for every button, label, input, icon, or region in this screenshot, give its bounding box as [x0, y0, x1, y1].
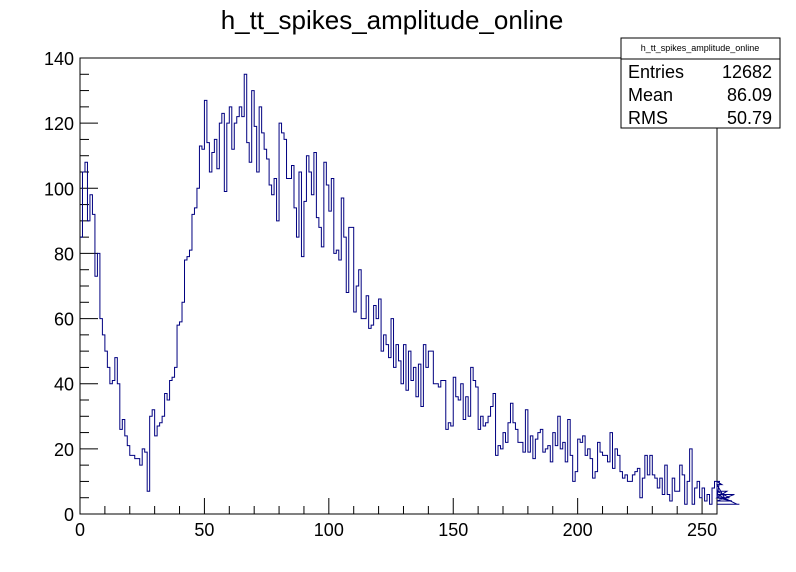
histogram-series-line — [80, 73, 740, 505]
stats-entries-label: Entries — [628, 62, 684, 82]
x-tick-label: 200 — [563, 520, 593, 540]
x-tick-label: 50 — [194, 520, 214, 540]
stats-box-frame — [620, 37, 781, 129]
x-axis: 0 50 100 150 200 250 — [75, 498, 717, 540]
y-tick-label: 100 — [44, 179, 74, 199]
y-axis: 0 20 40 60 80 100 120 140 — [44, 49, 98, 525]
y-tick-label: 0 — [64, 505, 74, 525]
y-tick-label: 80 — [54, 244, 74, 264]
x-tick-label: 100 — [314, 520, 344, 540]
stats-entries-value: 12682 — [722, 62, 772, 82]
x-tick-label: 0 — [75, 520, 85, 540]
y-tick-label: 40 — [54, 375, 74, 395]
x-tick-label: 250 — [687, 520, 717, 540]
y-tick-label: 120 — [44, 114, 74, 134]
stats-rms-value: 50.79 — [727, 108, 772, 128]
y-tick-label: 20 — [54, 440, 74, 460]
x-tick-label: 150 — [438, 520, 468, 540]
stats-mean-label: Mean — [628, 85, 673, 105]
y-tick-label: 140 — [44, 49, 74, 69]
stats-mean-value: 86.09 — [727, 85, 772, 105]
chart-title: h_tt_spikes_amplitude_online — [221, 5, 564, 35]
y-tick-label: 60 — [54, 310, 74, 330]
stats-box: h_tt_spikes_amplitude_online Entries 126… — [620, 37, 781, 129]
stats-rms-label: RMS — [628, 108, 668, 128]
stats-histogram-name: h_tt_spikes_amplitude_online — [641, 43, 760, 53]
